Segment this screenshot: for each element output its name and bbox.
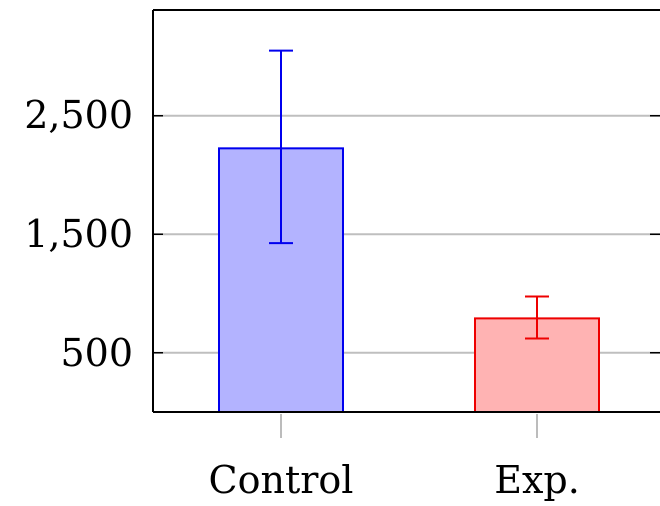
- x-tick-label-exp: Exp.: [494, 458, 580, 502]
- x-tick-label-control: Control: [209, 458, 354, 502]
- error-bars: [269, 49, 549, 340]
- y-tick-label-500: 500: [60, 331, 133, 375]
- ticks: [153, 115, 660, 438]
- y-tick-label-2500: 2,500: [24, 93, 133, 137]
- bars: [218, 147, 600, 414]
- y-tick-label-1500: 1,500: [24, 212, 133, 256]
- axes: [152, 9, 660, 413]
